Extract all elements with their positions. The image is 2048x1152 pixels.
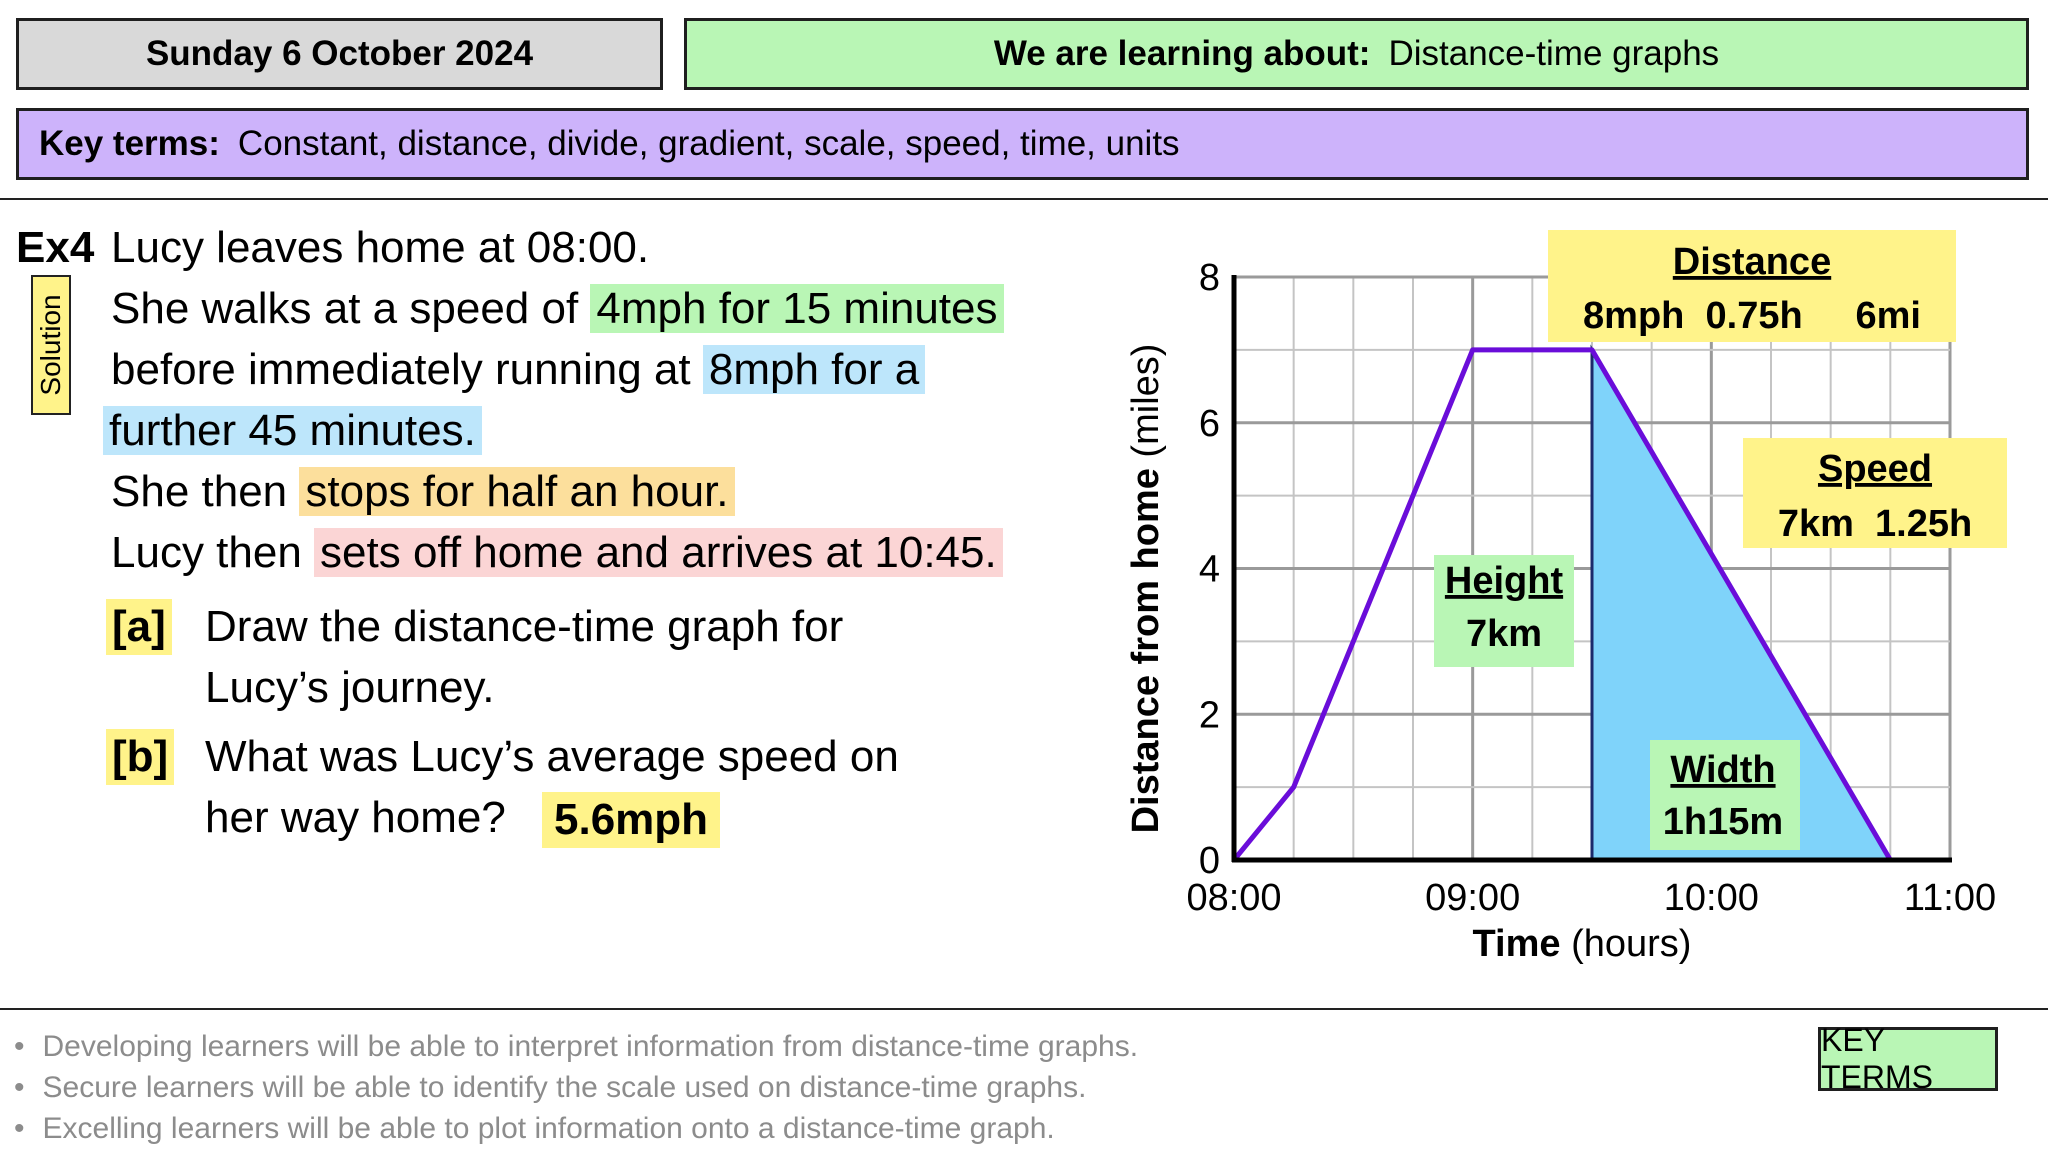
width-values: 1h15m — [1663, 801, 1783, 843]
learning-label: We are learning about: — [993, 34, 1371, 73]
x-tick-label: 09:00 — [1425, 877, 1520, 919]
y-tick-label: 2 — [1199, 694, 1220, 736]
y-tick-label: 8 — [1199, 257, 1220, 299]
question-line-5: She then stops for half an hour. — [111, 464, 735, 520]
tick-labels: 08:00 09:00 10:00 11:00 0 2 4 6 8 — [1186, 257, 1996, 919]
y-tick-label: 4 — [1199, 549, 1220, 591]
highlight-run: 8mph for a — [702, 345, 926, 394]
part-b-label: [b] — [106, 729, 175, 785]
highlight-stop: stops for half an hour. — [299, 467, 735, 516]
learning-objective-banner: We are learning about: Distance-time gra… — [684, 18, 2029, 90]
y-axis-label-bold: Distance from home — [1125, 468, 1167, 833]
bottom-divider — [0, 1008, 2048, 1010]
part-b-text: What was Lucy’s average speed on — [205, 732, 899, 781]
highlight-run-cont: further 45 minutes. — [103, 406, 482, 455]
question-line-3: before immediately running at 8mph for a — [111, 342, 926, 398]
height-values: 7km — [1466, 613, 1542, 655]
question-line-1: Lucy leaves home at 08:00. — [111, 220, 649, 276]
height-title: Height — [1445, 560, 1564, 602]
speed-values: 7km 1.25h — [1778, 503, 1972, 545]
x-axis-label-bold: Time — [1473, 923, 1561, 965]
question-text: She walks at a speed of — [111, 284, 591, 333]
distance-title: Distance — [1673, 241, 1831, 283]
y-tick-label: 0 — [1199, 840, 1220, 882]
objective-text: Excelling learners will be able to plot … — [42, 1112, 1055, 1145]
distance-annotation: Distance 8mph 0.75h 6mi — [1548, 230, 1956, 342]
question-text: Lucy then — [111, 528, 315, 577]
question-line-6: Lucy then sets off home and arrives at 1… — [111, 525, 1003, 581]
date-text: Sunday 6 October 2024 — [145, 34, 534, 73]
learning-topic: Distance-time graphs — [1388, 34, 1720, 73]
highlight-return: sets off home and arrives at 10:45. — [314, 528, 1003, 577]
distance-time-graph: 08:00 09:00 10:00 11:00 0 2 4 6 8 Time (hours) D… — [1125, 230, 2007, 965]
objective-developing: • Developing learners will be able to int… — [14, 1030, 1138, 1064]
key-terms-button-label: KEY TERMS — [1821, 1022, 1933, 1095]
x-tick-label: 08:00 — [1186, 877, 1281, 919]
question-text: Lucy leaves home at 08:00. — [111, 223, 650, 272]
y-tick-label: 6 — [1199, 403, 1220, 445]
question-line-2: She walks at a speed of 4mph for 15 minu… — [111, 281, 1004, 337]
answer-box: 5.6mph — [542, 792, 721, 848]
part-a-text-cont: Lucy’s journey. — [205, 663, 495, 712]
question-text: before immediately running at — [111, 345, 703, 394]
key-terms-banner: Key terms: Constant, distance, divide, g… — [16, 108, 2029, 180]
part-a-text: Draw the distance-time graph for — [205, 602, 844, 651]
bullet: • — [14, 1030, 25, 1063]
part-b-text-cont: her way home? — [205, 793, 506, 842]
question-line-4: further 45 minutes. — [103, 403, 482, 459]
objective-text: Secure learners will be able to identify… — [42, 1071, 1087, 1104]
objective-text: Developing learners will be able to inte… — [42, 1030, 1139, 1063]
distance-values: 8mph 0.75h 6mi — [1583, 295, 1921, 337]
height-annotation: Height 7km — [1434, 555, 1574, 667]
width-annotation: Width 1h15m — [1650, 740, 1800, 850]
part-a-label: [a] — [106, 599, 172, 655]
speed-annotation: Speed 7km 1.25h — [1743, 438, 2007, 548]
solution-tag-label: Solution — [35, 294, 66, 396]
x-axis-label-unit: (hours) — [1571, 923, 1691, 965]
bullet: • — [14, 1071, 25, 1104]
solution-tag[interactable]: Solution — [31, 275, 71, 415]
x-axis-label: Time (hours) — [1473, 923, 1692, 965]
bullet: • — [14, 1112, 25, 1145]
question-text: She then — [111, 467, 300, 516]
key-terms-label: Key terms: — [39, 124, 220, 163]
example-label: Ex4 — [16, 223, 95, 272]
x-tick-label: 11:00 — [1904, 877, 1996, 919]
x-tick-label: 10:00 — [1664, 877, 1759, 919]
objective-excelling: • Excelling learners will be able to plot… — [14, 1112, 1055, 1146]
y-axis-label: Distance from home (miles) — [1125, 344, 1167, 834]
speed-title: Speed — [1818, 448, 1932, 490]
key-terms-list: Constant, distance, divide, gradient, sc… — [237, 124, 1180, 163]
width-title: Width — [1670, 749, 1775, 791]
highlight-walk: 4mph for 15 minutes — [590, 284, 1004, 333]
y-axis-label-unit: (miles) — [1125, 344, 1167, 458]
date-banner: Sunday 6 October 2024 — [16, 18, 663, 90]
key-terms-button[interactable]: KEY TERMS — [1818, 1022, 1998, 1095]
top-divider — [0, 198, 2048, 200]
journey-line — [1232, 347, 1893, 862]
objective-secure: • Secure learners will be able to identif… — [14, 1071, 1086, 1105]
